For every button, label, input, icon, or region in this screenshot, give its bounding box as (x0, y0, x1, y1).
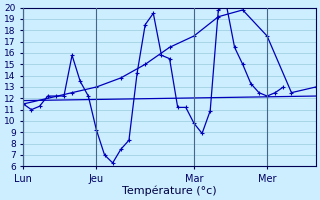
X-axis label: Température (°c): Température (°c) (122, 185, 217, 196)
